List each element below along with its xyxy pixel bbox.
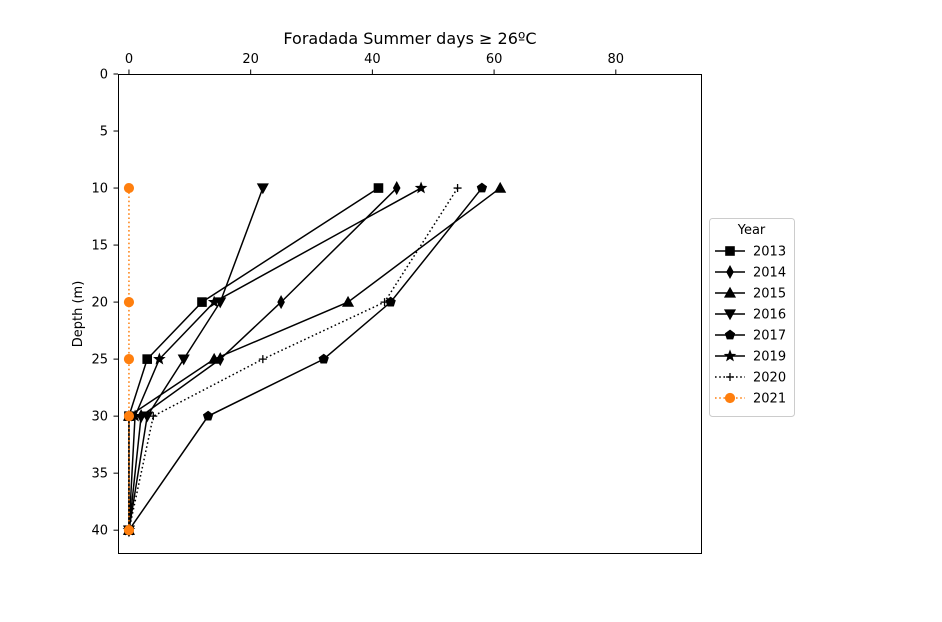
legend-item-2020: 2020 <box>715 371 786 386</box>
data-point <box>476 182 488 193</box>
legend-marker <box>724 392 736 404</box>
data-point <box>453 184 462 193</box>
series-2020 <box>124 184 462 535</box>
y-axis: 0 5 10 15 20 25 30 35 40 <box>91 68 118 539</box>
legend-label: 2020 <box>753 371 786 386</box>
data-point <box>153 352 166 365</box>
y-tick-label: 10 <box>91 182 108 197</box>
legend-item-2017: 2017 <box>715 329 786 344</box>
x-tick-label: 60 <box>486 52 503 67</box>
y-tick-label: 40 <box>91 524 108 539</box>
data-point <box>277 295 285 310</box>
legend-label: 2016 <box>753 308 786 323</box>
legend-item-2019: 2019 <box>715 349 786 365</box>
x-axis: 0 20 40 60 80 <box>125 52 624 74</box>
series-line <box>128 187 459 531</box>
x-tick-label: 0 <box>125 52 133 67</box>
data-point <box>392 180 401 196</box>
legend-label: 2021 <box>753 392 786 407</box>
data-point <box>318 353 329 364</box>
y-tick-label: 15 <box>91 239 108 254</box>
legend-marker <box>723 286 737 298</box>
data-point <box>373 183 384 193</box>
data-point <box>177 354 190 366</box>
plot-area <box>122 180 507 538</box>
data-point <box>123 182 135 194</box>
y-tick-label: 0 <box>100 68 108 83</box>
legend-marker <box>723 349 737 362</box>
data-point <box>380 298 389 307</box>
legend-label: 2019 <box>753 350 786 365</box>
series-2019 <box>122 181 428 536</box>
legend-title: Year <box>737 223 766 238</box>
series-line <box>128 187 379 531</box>
legend-label: 2015 <box>753 287 786 302</box>
data-point <box>123 354 135 365</box>
legend-item-2014: 2014 <box>715 264 786 281</box>
y-axis-label: Depth (m) <box>71 281 86 348</box>
data-point <box>142 354 153 364</box>
series-line <box>128 187 422 531</box>
y-tick-label: 5 <box>100 125 108 140</box>
data-point <box>494 181 507 193</box>
legend-marker <box>726 373 734 381</box>
x-tick-label: 80 <box>608 52 625 67</box>
legend-item-2016: 2016 <box>715 308 786 323</box>
legend-item-2013: 2013 <box>715 245 786 260</box>
legend-label: 2017 <box>753 329 786 344</box>
legend-marker <box>723 309 737 321</box>
legend: Year 2013 2014 2015 2016 2017 2019 2020 2021 <box>709 218 795 417</box>
data-point <box>385 296 396 307</box>
y-tick-label: 35 <box>91 467 108 482</box>
plot-frame <box>118 74 702 554</box>
y-tick-label: 20 <box>91 296 108 311</box>
chart-title: Foradada Summer days ≥ 26ºC <box>283 29 536 48</box>
legend-marker <box>724 329 736 340</box>
legend-marker <box>725 246 735 256</box>
data-point <box>207 295 221 308</box>
legend-item-2021: 2021 <box>715 392 786 407</box>
legend-label: 2013 <box>753 245 786 260</box>
y-tick-label: 30 <box>91 410 108 425</box>
data-point <box>123 411 135 422</box>
data-point <box>202 410 214 421</box>
data-point <box>197 297 207 307</box>
series-2021 <box>123 182 135 536</box>
data-point <box>208 352 221 364</box>
legend-item-2015: 2015 <box>715 287 786 302</box>
data-point <box>414 181 428 194</box>
data-point <box>256 183 269 195</box>
data-point <box>341 295 355 307</box>
data-point <box>123 296 135 308</box>
y-tick-label: 25 <box>91 353 108 368</box>
x-tick-label: 20 <box>242 52 259 67</box>
data-point <box>123 525 135 536</box>
data-point <box>149 412 158 421</box>
x-tick-label: 40 <box>364 52 381 67</box>
data-point <box>258 355 267 364</box>
legend-marker <box>726 264 734 280</box>
series-2017 <box>123 182 488 535</box>
legend-label: 2014 <box>753 266 786 281</box>
